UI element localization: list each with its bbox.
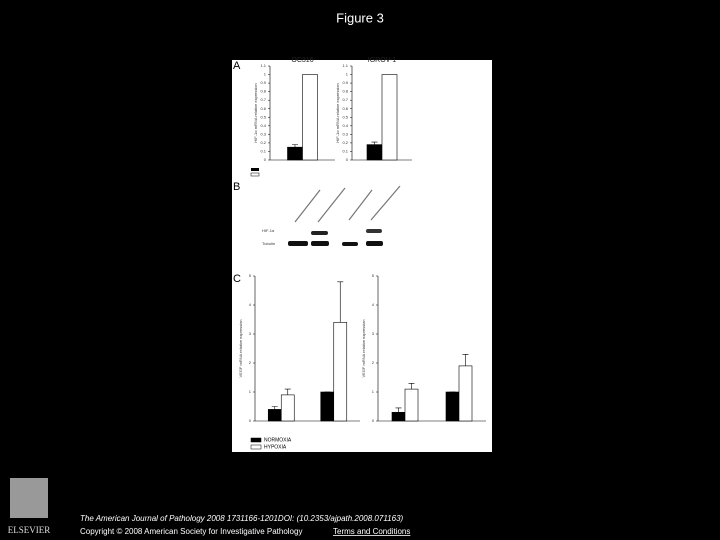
- panel-label: A: [233, 60, 241, 72]
- y-axis-label: VEGF mRNA relative expression: [238, 319, 243, 377]
- y-tick-label: 0.9: [342, 80, 348, 85]
- bar: [366, 144, 383, 161]
- y-tick-label: 1.1: [342, 63, 348, 68]
- bar: [320, 391, 335, 422]
- y-tick-label: 0: [372, 418, 375, 423]
- legend-swatch: [251, 168, 259, 171]
- terms-link-text[interactable]: Terms and Conditions: [333, 527, 410, 536]
- panel-label: C: [233, 273, 241, 285]
- y-tick-label: 0.5: [260, 114, 266, 119]
- blot-row-label: HIF-1α: [262, 228, 275, 233]
- y-tick-label: 2: [249, 360, 252, 365]
- bar: [458, 365, 473, 422]
- slide-title: Figure 3: [336, 10, 384, 25]
- chart-title: OC316: [291, 57, 313, 64]
- y-axis-label: HIF-1α mRNA relative expression: [335, 83, 340, 142]
- legend-swatch: [250, 172, 260, 177]
- y-tick-label: 0.9: [260, 80, 266, 85]
- panel-label: B: [233, 181, 240, 193]
- y-tick-label: 0.1: [342, 149, 348, 154]
- y-tick-label: 0.2: [342, 140, 348, 145]
- bar: [287, 146, 303, 161]
- y-tick-label: 0.5: [342, 114, 348, 119]
- legend-swatch: [250, 437, 262, 443]
- error-bar: [284, 388, 291, 395]
- y-tick-label: 0.4: [342, 123, 348, 128]
- y-tick-label: 5: [372, 273, 375, 278]
- y-tick-label: 0.7: [260, 97, 266, 102]
- blot-row-label: Tubulin: [262, 241, 275, 246]
- western-blot: HIF-1α Tubulin: [262, 185, 401, 246]
- y-tick-label: 0.8: [260, 89, 266, 94]
- error-bar: [462, 354, 469, 366]
- copyright: Copyright © 2008 American Society for In…: [80, 527, 302, 536]
- legend-label: HYPOXIA: [264, 444, 287, 450]
- bar: [302, 74, 318, 161]
- bar: [267, 409, 282, 422]
- bar: [280, 394, 295, 422]
- y-tick-label: 1: [264, 72, 267, 77]
- y-tick-label: 0.6: [260, 106, 266, 111]
- y-tick-label: 0.1: [260, 149, 266, 154]
- y-axis-label: VEGF mRNA relative expression: [361, 319, 366, 377]
- y-tick-label: 0.4: [260, 123, 266, 128]
- error-bar: [371, 141, 378, 145]
- y-tick-label: 0.3: [260, 131, 266, 136]
- citation: The American Journal of Pathology 2008 1…: [80, 514, 404, 523]
- y-tick-label: 0: [264, 157, 267, 162]
- error-bar: [337, 281, 344, 323]
- y-tick-label: 0.8: [342, 89, 348, 94]
- y-tick-label: 3: [372, 331, 375, 336]
- bar: [445, 391, 460, 422]
- error-bar: [271, 406, 278, 410]
- error-bar: [292, 144, 298, 148]
- bar: [404, 388, 419, 422]
- bar: [333, 322, 348, 422]
- legend-label: NORMOXIA: [264, 437, 292, 443]
- y-tick-label: 3: [249, 331, 252, 336]
- chart-title: IGROV-1: [368, 57, 397, 64]
- logo-text: ELSEVIER: [8, 525, 51, 535]
- y-tick-label: 0: [346, 157, 349, 162]
- y-tick-label: 0.7: [342, 97, 348, 102]
- elsevier-logo: ELSEVIER: [8, 478, 51, 535]
- y-tick-label: 0.3: [342, 131, 348, 136]
- y-tick-label: 4: [249, 302, 252, 307]
- y-tick-label: 0.6: [342, 106, 348, 111]
- error-bar: [408, 383, 415, 390]
- y-tick-label: 2: [372, 360, 375, 365]
- y-tick-label: 4: [372, 302, 375, 307]
- y-tick-label: 1: [346, 72, 349, 77]
- error-bar: [395, 407, 402, 413]
- figure-panel: [232, 60, 492, 452]
- y-tick-label: 0: [249, 418, 252, 423]
- bar: [381, 74, 398, 161]
- y-tick-label: 1: [249, 389, 252, 394]
- y-tick-label: 5: [249, 273, 252, 278]
- terms-link[interactable]: Terms and Conditions: [333, 527, 410, 536]
- y-tick-label: 0.2: [260, 140, 266, 145]
- y-axis-label: HIF-1α mRNA relative expression: [253, 83, 258, 142]
- bar: [391, 411, 406, 422]
- y-tick-label: 1: [372, 389, 375, 394]
- y-tick-label: 1.1: [260, 63, 266, 68]
- legend-swatch: [250, 444, 262, 450]
